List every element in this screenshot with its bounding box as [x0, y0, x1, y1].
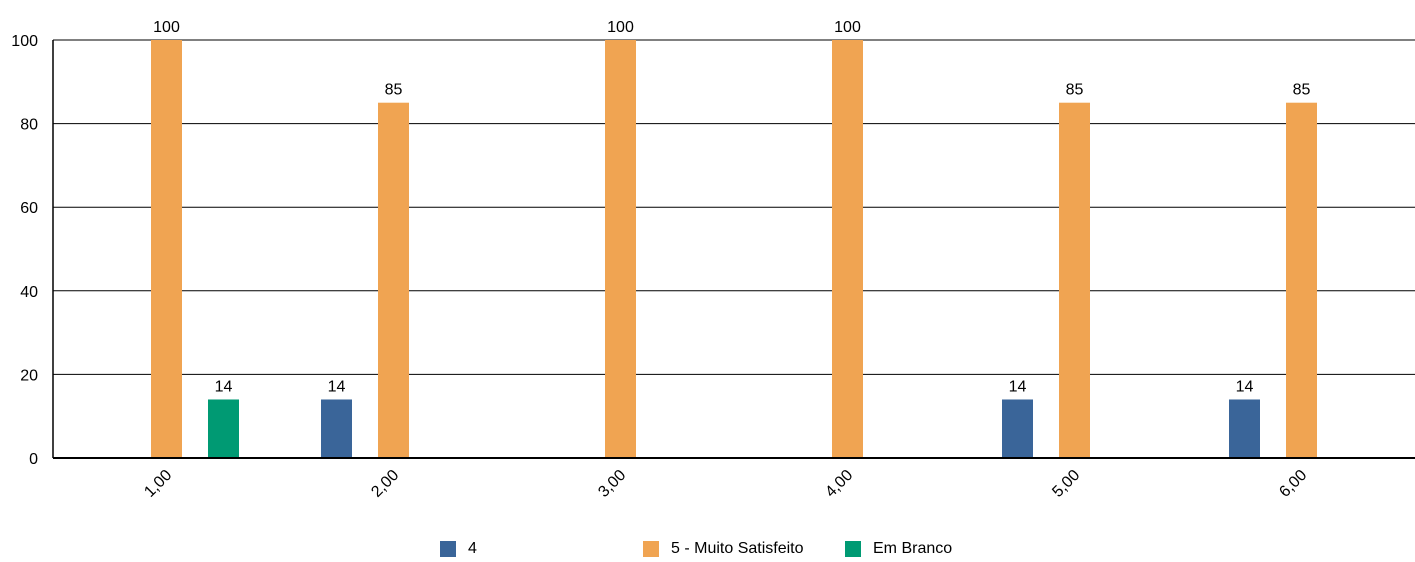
data-label: 100 [607, 19, 634, 36]
x-tick-label: 1,00 [141, 467, 175, 501]
x-tick-label: 3,00 [595, 467, 629, 501]
legend-item-series-4: 4 [440, 540, 477, 558]
bar [832, 40, 863, 458]
data-label: 85 [1066, 82, 1084, 99]
data-label: 14 [215, 378, 233, 395]
data-label: 85 [385, 82, 403, 99]
legend-label-series-4: 4 [468, 540, 477, 557]
data-label: 85 [1293, 82, 1311, 99]
legend-label-muito-satisfeito: 5 - Muito Satisfeito [671, 540, 804, 557]
bar [1002, 399, 1033, 458]
bar [151, 40, 182, 458]
data-label: 100 [153, 19, 180, 36]
data-label: 14 [1236, 378, 1254, 395]
legend-item-muito-satisfeito: 5 - Muito Satisfeito [643, 540, 804, 558]
x-axis-tick-labels: 1,00 2,00 3,00 4,00 5,00 6,00 [141, 467, 1310, 501]
bar [1059, 102, 1090, 458]
legend-swatch-em-branco [845, 541, 861, 557]
data-label: 100 [834, 19, 861, 36]
legend-swatch-muito-satisfeito [643, 541, 659, 557]
y-tick-label: 0 [29, 451, 38, 468]
legend: 4 5 - Muito Satisfeito Em Branco [0, 540, 1415, 562]
x-tick-label: 5,00 [1049, 467, 1083, 501]
x-tick-label: 2,00 [368, 467, 402, 501]
grid-lines [53, 39, 1415, 375]
y-tick-label: 100 [11, 33, 38, 50]
y-tick-label: 40 [20, 284, 38, 301]
data-label: 14 [1009, 378, 1027, 395]
y-tick-label: 80 [20, 117, 38, 134]
x-tick-label: 4,00 [822, 467, 856, 501]
bar [605, 40, 636, 458]
legend-swatch-series-4 [440, 541, 456, 557]
y-tick-label: 60 [20, 200, 38, 217]
bar [208, 399, 239, 458]
bar [378, 102, 409, 458]
bar-chart: 0 20 40 60 80 100 100 14 14 85 100 100 14 85 14 85 1,0… [11, 19, 1415, 501]
bar [321, 399, 352, 458]
data-label: 14 [328, 378, 346, 395]
bar [1229, 399, 1260, 458]
x-tick-label: 6,00 [1276, 467, 1310, 501]
bars [151, 40, 1317, 458]
legend-label-em-branco: Em Branco [873, 540, 953, 557]
legend-item-em-branco: Em Branco [845, 540, 952, 558]
y-axis-tick-labels: 0 20 40 60 80 100 [11, 33, 38, 468]
y-tick-label: 20 [20, 367, 38, 384]
data-labels: 100 14 14 85 100 100 14 85 14 85 [153, 19, 1310, 395]
bar [1286, 102, 1317, 458]
